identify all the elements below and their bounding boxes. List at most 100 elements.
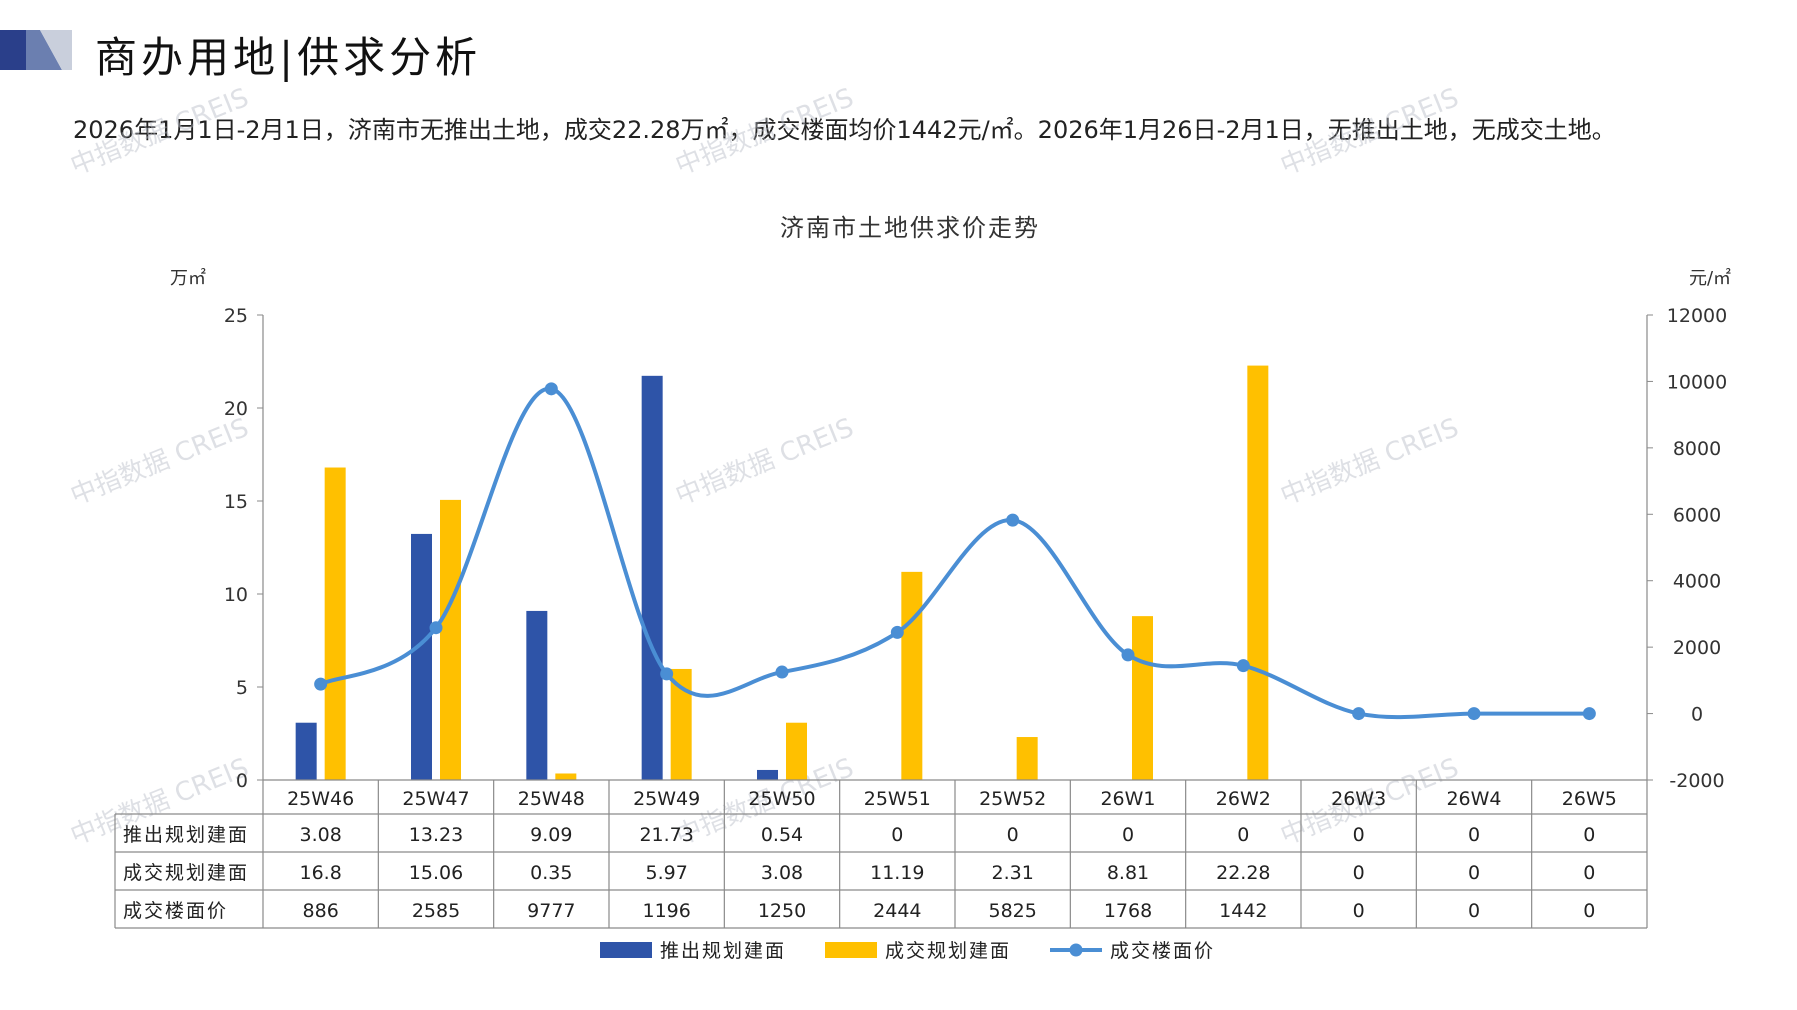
table-cell-value: 2444 <box>873 900 921 922</box>
deal-bar <box>901 571 923 780</box>
price-point <box>429 621 443 635</box>
right-tick-label: 6000 <box>1673 504 1721 526</box>
table-cell-value: 16.8 <box>300 862 342 884</box>
right-tick-label: 4000 <box>1673 571 1721 593</box>
table-cell-value: 1442 <box>1219 900 1267 922</box>
category-label: 25W47 <box>402 788 469 810</box>
table-row-header: 成交规划建面 <box>123 862 249 884</box>
table-cell-value: 0 <box>1353 824 1365 846</box>
table-cell-value: 9.09 <box>530 824 572 846</box>
chart-title: 济南市土地供求价走势 <box>780 214 1040 242</box>
page-title: 商办用地|供求分析 <box>95 33 482 82</box>
table-cell-value: 0 <box>1353 900 1365 922</box>
table-cell-value: 8.81 <box>1107 862 1149 884</box>
left-tick-label: 10 <box>224 584 248 606</box>
table-cell-value: 0 <box>891 824 903 846</box>
right-tick-label: 8000 <box>1673 438 1721 460</box>
table-cell-value: 5825 <box>988 900 1036 922</box>
right-tick-label: 10000 <box>1667 371 1727 393</box>
left-tick-label: 5 <box>236 677 248 699</box>
left-tick-label: 25 <box>224 305 248 327</box>
category-label: 26W3 <box>1331 788 1386 810</box>
price-point <box>1352 707 1366 721</box>
table-cell-value: 0.35 <box>530 862 572 884</box>
watermark-text: 中指数据 CREIS <box>66 83 253 182</box>
legend-price-marker <box>1069 943 1083 957</box>
category-label: 26W1 <box>1100 788 1155 810</box>
price-point <box>1582 707 1596 721</box>
right-tick-label: 0 <box>1691 704 1703 726</box>
table-row-header: 成交楼面价 <box>123 900 228 922</box>
deal-bar <box>324 467 346 780</box>
table-cell-value: 9777 <box>527 900 575 922</box>
left-axis-unit: 万㎡ <box>170 267 206 289</box>
table-cell-value: 886 <box>303 900 339 922</box>
table-cell-value: 2.31 <box>992 862 1034 884</box>
watermark-text: 中指数据 CREIS <box>1276 83 1463 182</box>
supply-bar <box>411 533 432 780</box>
table-cell-value: 1768 <box>1104 900 1152 922</box>
summary-text: 2026年1月1日-2月1日，济南市无推出土地，成交22.28万㎡，成交楼面均价… <box>73 116 1616 144</box>
supply-bar <box>526 610 548 780</box>
left-tick-label: 20 <box>224 398 248 420</box>
table-cell-value: 22.28 <box>1216 862 1270 884</box>
price-point <box>544 382 558 396</box>
table-cell-value: 0 <box>1122 824 1134 846</box>
price-point <box>1121 648 1135 662</box>
table-cell-value: 2585 <box>412 900 460 922</box>
table-cell-value: 0.54 <box>761 824 803 846</box>
watermark-text: 中指数据 CREIS <box>671 413 858 512</box>
deal-bar <box>440 499 461 780</box>
table-cell-value: 0 <box>1353 862 1365 884</box>
category-label: 25W51 <box>864 788 931 810</box>
table-cell-value: 13.23 <box>409 824 463 846</box>
table-cell-value: 0 <box>1468 824 1480 846</box>
deal-bar <box>786 722 807 780</box>
category-label: 25W52 <box>979 788 1046 810</box>
price-point <box>660 667 674 681</box>
table-cell-value: 5.97 <box>646 862 688 884</box>
watermark-text: 中指数据 CREIS <box>1276 413 1463 512</box>
category-label: 25W49 <box>633 788 700 810</box>
table-cell-value: 1196 <box>642 900 690 922</box>
table-cell-value: 0 <box>1583 900 1595 922</box>
table-cell-value: 3.08 <box>761 862 803 884</box>
price-point <box>314 677 328 691</box>
table-cell-value: 0 <box>1583 862 1595 884</box>
table-cell-value: 11.19 <box>870 862 924 884</box>
deal-bar <box>670 668 692 780</box>
supply-bar <box>641 375 663 780</box>
legend-deal-label: 成交规划建面 <box>885 940 1011 962</box>
category-label: 26W5 <box>1562 788 1617 810</box>
table-cell-value: 0 <box>1583 824 1595 846</box>
legend-price-label: 成交楼面价 <box>1110 940 1215 962</box>
legend-supply-label: 推出规划建面 <box>660 940 786 962</box>
price-point <box>1467 707 1481 721</box>
table-cell-value: 21.73 <box>639 824 693 846</box>
deal-bar <box>555 773 577 780</box>
price-point <box>1236 659 1250 673</box>
table-cell-value: 1250 <box>758 900 806 922</box>
left-tick-label: 0 <box>236 770 248 792</box>
deal-bar <box>1247 365 1269 780</box>
deal-bar <box>1132 616 1153 780</box>
supply-bar <box>295 722 317 780</box>
watermark-text: 中指数据 CREIS <box>671 83 858 182</box>
right-tick-label: 2000 <box>1673 637 1721 659</box>
table-cell-value: 0 <box>1468 862 1480 884</box>
left-tick-label: 15 <box>224 491 248 513</box>
legend-supply-swatch <box>600 942 652 958</box>
title-bar <box>0 22 560 82</box>
deal-bar <box>1016 737 1038 780</box>
category-label: 26W2 <box>1216 788 1271 810</box>
table-cell-value: 3.08 <box>300 824 342 846</box>
category-label: 25W48 <box>518 788 585 810</box>
price-point <box>890 625 904 639</box>
table-cell-value: 0 <box>1468 900 1480 922</box>
price-point <box>775 665 789 679</box>
table-cell-value: 0 <box>1237 824 1249 846</box>
category-label: 25W50 <box>748 788 815 810</box>
supply-bar <box>757 769 778 780</box>
category-label: 25W46 <box>287 788 354 810</box>
right-tick-label: -2000 <box>1669 770 1724 792</box>
